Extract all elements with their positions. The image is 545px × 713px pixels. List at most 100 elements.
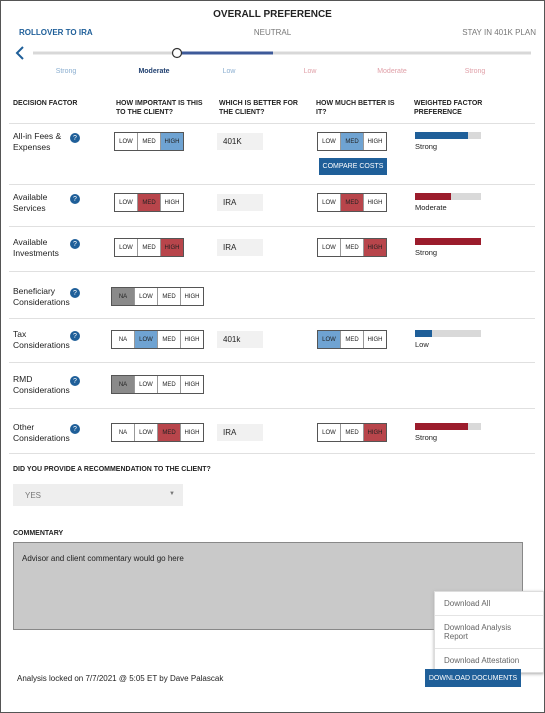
weight-track [415,423,481,430]
title: OVERALL PREFERENCE [213,9,332,20]
slider-knob[interactable] [171,47,183,59]
column-header: HOW MUCH BETTER IS IT? [316,100,395,116]
better-value: IRA [217,194,263,211]
row-separator [9,408,535,409]
row-separator [9,123,535,124]
option-button[interactable]: LOW [135,288,158,305]
menu-item[interactable]: Download Attestation [435,648,543,672]
option-button[interactable]: LOW [318,239,341,256]
help-icon[interactable]: ? [70,288,80,298]
option-button[interactable]: MED [158,331,181,348]
better-value: IRA [217,239,263,256]
row-separator [9,184,535,185]
option-button[interactable]: HIGH [161,194,183,211]
option-button[interactable]: MED [138,194,161,211]
menu-item[interactable]: Download All [444,599,491,608]
factor-name: Tax Considerations [13,329,70,350]
weight-track [415,193,481,200]
importance-group: LOW MED HIGH [114,132,184,151]
option-button[interactable]: HIGH [364,239,386,256]
menu-item[interactable]: Download Analysis Report [435,615,543,648]
option-button[interactable]: NA [112,288,135,305]
option-button[interactable]: MED [341,194,364,211]
slider[interactable] [11,43,541,63]
option-button[interactable]: HIGH [364,424,386,441]
option-button[interactable]: LOW [318,424,341,441]
how_much-group: LOW MED HIGH [317,132,387,151]
factor-name: Beneficiary Considerations [13,286,70,307]
help-icon[interactable]: ? [70,424,80,434]
option-button[interactable]: LOW [135,424,158,441]
weight-bar [415,193,452,200]
help-icon[interactable]: ? [70,239,80,249]
option-button[interactable]: LOW [318,331,341,348]
weight-label: Strong [415,142,438,151]
option-button[interactable]: MED [158,376,181,393]
option-button[interactable]: LOW [318,133,341,150]
option-button[interactable]: HIGH [161,133,183,150]
recommendation-answer: YES [25,491,42,500]
download-menu: Download All Download Analysis Report Down… [434,591,544,673]
factor-name: RMD Considerations [13,374,70,395]
importance-group: NA LOW MED HIGH [111,287,204,306]
weight-label: Strong [415,248,438,257]
option-button[interactable]: HIGH [181,376,203,393]
option-button[interactable]: HIGH [181,424,203,441]
option-button[interactable]: LOW [318,194,341,211]
option-button[interactable]: MED [341,239,364,256]
importance-group: NA LOW MED HIGH [111,330,204,349]
help-icon[interactable]: ? [70,133,80,143]
weight-bar [415,423,468,430]
option-button[interactable]: LOW [115,239,138,256]
commentary-title: COMMENTARY [13,530,64,537]
option-button[interactable]: LOW [135,331,158,348]
option-button[interactable]: NA [112,376,135,393]
recommendation-select[interactable]: YES ▼ [13,484,183,506]
option-button[interactable]: HIGH [364,331,386,348]
download-button[interactable]: DOWNLOAD DOCUMENTS [425,669,521,687]
back-arrow[interactable] [15,46,24,60]
row-separator [9,271,535,272]
better-value: 401k [217,331,263,348]
compare-button[interactable]: COMPARE COSTS [319,158,387,175]
column-header: HOW IMPORTANT IS THIS TO THE CLIENT? [116,100,203,116]
option-button[interactable]: HIGH [181,288,203,305]
option-button[interactable]: LOW [135,376,158,393]
importance-group: NA LOW MED HIGH [111,375,204,394]
help-icon[interactable]: ? [70,331,80,341]
importance-group: LOW MED HIGH [114,193,184,212]
option-button[interactable]: MED [341,133,364,150]
factor-name: All-in Fees & Expenses [13,131,62,152]
left-label: ROLLOVER TO IRA [19,28,93,37]
option-button[interactable]: MED [138,133,161,150]
weight-bar [415,132,468,139]
option-button[interactable]: MED [341,331,364,348]
weight-label: Moderate [415,203,447,212]
importance-group: NA LOW MED HIGH [111,423,204,442]
how_much-group: LOW MED HIGH [317,193,387,212]
option-button[interactable]: NA [112,424,135,441]
option-button[interactable]: MED [158,424,181,441]
help-icon[interactable]: ? [70,376,80,386]
how_much-group: LOW MED HIGH [317,330,387,349]
factor-name: Other Considerations [13,422,70,443]
how_much-group: LOW MED HIGH [317,238,387,257]
column-header: DECISION FACTOR [13,100,78,107]
option-button[interactable]: MED [138,239,161,256]
option-button[interactable]: NA [112,331,135,348]
option-button[interactable]: HIGH [364,194,386,211]
option-button[interactable]: HIGH [181,331,203,348]
option-button[interactable]: MED [341,424,364,441]
row-separator [9,453,535,454]
scale-label: Low [303,68,317,75]
weight-track [415,238,481,245]
option-button[interactable]: LOW [115,194,138,211]
option-button[interactable]: LOW [115,133,138,150]
option-button[interactable]: HIGH [161,239,183,256]
scale-label: Low [222,68,236,75]
option-button[interactable]: HIGH [364,133,386,150]
option-button[interactable]: MED [158,288,181,305]
center-label: NEUTRAL [253,28,292,37]
help-icon[interactable]: ? [70,194,80,204]
weight-bar [415,330,432,337]
